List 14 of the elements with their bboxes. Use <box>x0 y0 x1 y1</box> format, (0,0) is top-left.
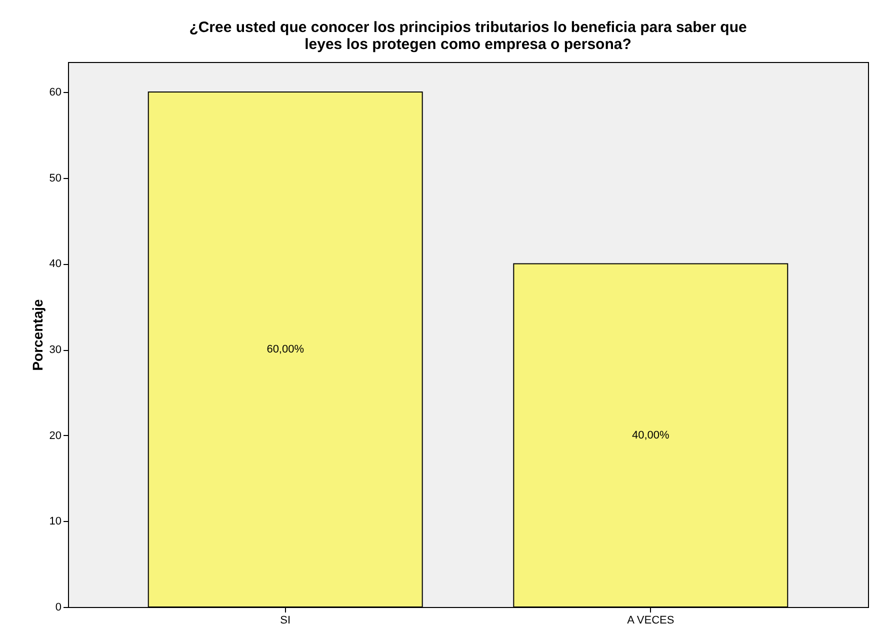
y-tick-label: 50 <box>49 172 62 184</box>
y-tick-label: 40 <box>49 258 62 270</box>
y-tick-label: 10 <box>49 516 62 528</box>
y-tick-label: 0 <box>55 602 62 614</box>
data-label: 40,00% <box>632 429 670 442</box>
y-tick-label: 60 <box>49 86 62 99</box>
x-tick-label: A VECES <box>627 614 674 626</box>
text: leyes los protegen como empresa o persona? <box>304 36 632 53</box>
y-axis-title: Porcentaje <box>29 298 46 371</box>
text: ¿Cree usted que conocer los principios tributarios lo beneficia para saber que <box>189 19 747 36</box>
y-tick-label: 30 <box>49 344 62 356</box>
y-tick-label: 20 <box>49 430 62 442</box>
data-label: 60,00% <box>266 344 304 356</box>
x-tick-label: SI <box>280 614 291 626</box>
